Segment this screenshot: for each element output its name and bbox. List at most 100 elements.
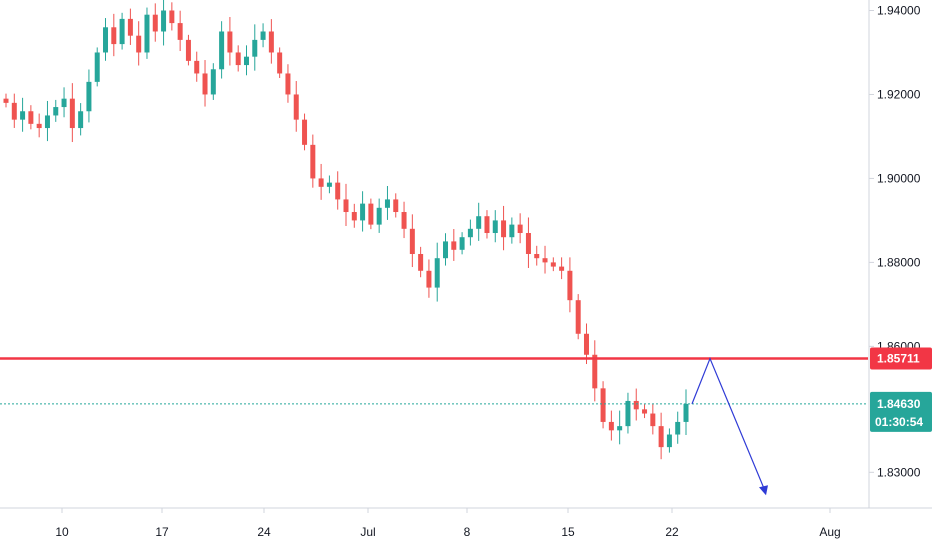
price-tick-label: 1.94000 <box>877 3 921 17</box>
candle-body[interactable] <box>310 144 316 179</box>
candle-body[interactable] <box>194 60 200 74</box>
candle-body[interactable] <box>36 123 42 129</box>
candle-body[interactable] <box>484 216 490 234</box>
candle-body[interactable] <box>20 111 26 120</box>
candle-body[interactable] <box>86 81 92 112</box>
candle-body[interactable] <box>633 400 639 410</box>
candle-body[interactable] <box>169 10 175 24</box>
time-tick-label: 22 <box>665 525 679 539</box>
candle-body[interactable] <box>418 254 424 271</box>
time-axis[interactable]: 10 17 24 Jul 8 15 22 Aug <box>55 508 841 539</box>
candle-body[interactable] <box>559 266 565 271</box>
candle-body[interactable] <box>285 73 291 95</box>
candle-body[interactable] <box>575 300 581 334</box>
candle-body[interactable] <box>583 333 589 355</box>
candle-body[interactable] <box>360 203 366 221</box>
candle-body[interactable] <box>666 434 672 448</box>
candle-body[interactable] <box>393 199 399 213</box>
candle-body[interactable] <box>501 220 507 238</box>
candle-body[interactable] <box>152 14 158 32</box>
candle-body[interactable] <box>103 27 109 53</box>
candle-body[interactable] <box>78 111 84 129</box>
candle-body[interactable] <box>210 69 216 95</box>
price-tick-label: 1.88000 <box>877 255 921 269</box>
time-tick-label: 10 <box>55 525 69 539</box>
candle-body[interactable] <box>227 31 233 53</box>
candle-body[interactable] <box>509 224 515 238</box>
candle-body[interactable] <box>161 10 167 32</box>
candle-body[interactable] <box>608 421 614 431</box>
candle-body[interactable] <box>260 31 266 40</box>
candle-body[interactable] <box>542 258 548 263</box>
candle-body[interactable] <box>459 237 465 250</box>
candle-body[interactable] <box>119 18 125 45</box>
candle-body[interactable] <box>534 254 540 259</box>
candle-body[interactable] <box>426 270 432 288</box>
candle-body[interactable] <box>451 241 457 250</box>
candle-body[interactable] <box>219 31 225 70</box>
time-tick-label: 8 <box>464 525 471 539</box>
resistance-badge-label: 1.85711 <box>877 351 920 365</box>
candle-body[interactable] <box>185 39 191 61</box>
candle-body[interactable] <box>567 270 573 301</box>
candle-body[interactable] <box>476 216 482 229</box>
projection-arrow-head <box>759 485 768 496</box>
candle-body[interactable] <box>683 403 689 422</box>
time-tick-label: Aug <box>819 525 840 539</box>
candle-body[interactable] <box>492 220 498 234</box>
candle-body[interactable] <box>326 182 332 187</box>
candle-body[interactable] <box>351 212 357 221</box>
candle-body[interactable] <box>94 52 100 82</box>
candle-body[interactable] <box>136 35 142 53</box>
candle-body[interactable] <box>650 413 656 427</box>
candle-body[interactable] <box>642 409 648 414</box>
candle-body[interactable] <box>525 233 531 254</box>
candle-body[interactable] <box>144 14 150 53</box>
candle-body[interactable] <box>343 199 349 213</box>
candle-body[interactable] <box>376 207 382 225</box>
candle-body[interactable] <box>302 119 308 145</box>
candles-layer <box>3 0 689 460</box>
candle-body[interactable] <box>28 111 34 124</box>
candle-body[interactable] <box>600 388 606 422</box>
candle-body[interactable] <box>53 107 59 116</box>
candle-body[interactable] <box>127 18 133 36</box>
candle-body[interactable] <box>550 262 556 267</box>
candle-body[interactable] <box>443 241 449 259</box>
candle-body[interactable] <box>61 98 67 108</box>
candle-body[interactable] <box>277 52 283 74</box>
candle-body[interactable] <box>401 212 407 229</box>
candle-body[interactable] <box>409 228 415 254</box>
candle-body[interactable] <box>467 228 473 238</box>
candle-body[interactable] <box>44 115 50 129</box>
candle-body[interactable] <box>434 258 440 288</box>
candle-body[interactable] <box>517 224 523 234</box>
candle-body[interactable] <box>318 178 324 187</box>
candle-body[interactable] <box>268 31 274 53</box>
countdown-label: 01:30:54 <box>875 415 923 429</box>
candle-body[interactable] <box>3 98 9 103</box>
candle-body[interactable] <box>368 203 374 225</box>
candle-body[interactable] <box>243 56 249 66</box>
candle-body[interactable] <box>658 426 664 448</box>
candle-body[interactable] <box>111 27 117 45</box>
candle-body[interactable] <box>675 421 681 435</box>
candle-body[interactable] <box>69 98 75 129</box>
candle-body[interactable] <box>335 182 341 200</box>
candle-body[interactable] <box>617 426 623 431</box>
candle-body[interactable] <box>202 73 208 95</box>
candle-body[interactable] <box>625 400 631 427</box>
candle-body[interactable] <box>252 39 258 57</box>
price-badge-label: 1.84630 <box>877 397 921 411</box>
price-tick-label: 1.90000 <box>877 171 921 185</box>
candle-body[interactable] <box>293 94 299 120</box>
candle-body[interactable] <box>177 23 183 40</box>
candle-body[interactable] <box>384 199 390 208</box>
price-badge: 1.84630 01:30:54 <box>870 391 932 432</box>
candle-body[interactable] <box>235 52 241 66</box>
price-axis[interactable]: 1.940001.920001.900001.880001.860001.830… <box>869 3 921 479</box>
candle-body[interactable] <box>592 354 598 389</box>
candle-body[interactable] <box>11 102 17 120</box>
